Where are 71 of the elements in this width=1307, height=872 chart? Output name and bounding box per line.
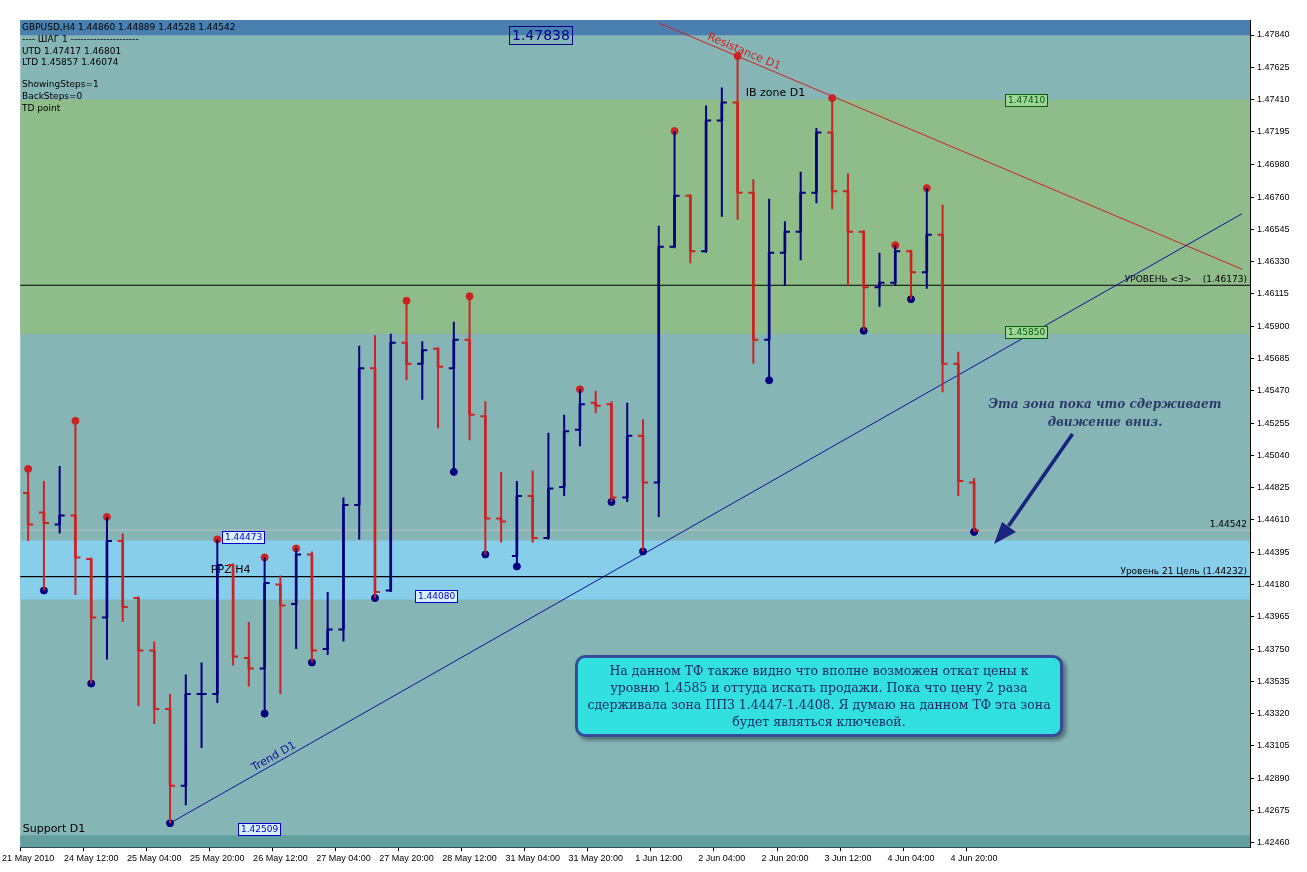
y-tick-label: 1.46760	[1257, 191, 1290, 202]
x-tick-label: 26 May 12:00	[253, 853, 308, 864]
y-tick-label: 1.43750	[1257, 643, 1290, 654]
annotation: LTD 1.45857 1.46074	[22, 57, 119, 68]
y-tick-label: 1.46115	[1257, 288, 1289, 299]
x-tick-label: 28 May 12:00	[442, 853, 497, 864]
y-tick-label: 1.44395	[1257, 546, 1290, 557]
y-tick-label: 1.43965	[1257, 611, 1290, 622]
y-tick-label: 1.47410	[1257, 94, 1290, 105]
x-tick-label: 2 Jun 20:00	[761, 853, 809, 864]
x-tick-label: 25 May 04:00	[126, 853, 182, 864]
chart-title: GBPUSD,H4 1.44860 1.44889 1.44528 1.44542	[22, 22, 236, 33]
x-tick-label: 31 May 04:00	[505, 853, 560, 864]
y-tick-label: 1.47195	[1257, 126, 1290, 137]
x-tick-label: 4 Jun 20:00	[950, 853, 998, 864]
y-tick-label: 1.46545	[1257, 223, 1290, 234]
x-tick-label: 25 May 20:00	[190, 853, 245, 864]
annotation: 1.45850	[1005, 326, 1049, 339]
y-tick-label: 1.42460	[1257, 837, 1290, 848]
x-tick-label: 31 May 20:00	[568, 853, 623, 864]
annotation: Эта зона пока что сдерживает движение вниз.	[987, 396, 1223, 431]
ref-line-label: Уровень 21 Цель (1.44232)	[1120, 565, 1247, 576]
point	[71, 416, 80, 425]
x-tick-label: 3 Jun 12:00	[824, 853, 872, 864]
y-tick-label: 1.45900	[1257, 320, 1290, 331]
annotation: На данном ТФ также видно что вполне возможен откат цены к уровню 1.4585 и оттуда искать продажи. Пока что цену 2 раза сдерживала зона ППЗ 1.4447-1.4408. Я думаю на данном ТФ эта зона будет являться ключевой.	[575, 655, 1063, 737]
annotation: ShowingSteps=1	[22, 79, 99, 90]
y-tick-label: 1.42890	[1257, 772, 1290, 783]
annotation: 1.47410	[1005, 94, 1049, 107]
y-tick-label: 1.46330	[1257, 256, 1290, 267]
y-tick-label: 1.43535	[1257, 675, 1290, 686]
x-tick-label: 4 Jun 04:00	[887, 853, 935, 864]
y-tick-label: 1.45470	[1257, 385, 1290, 396]
y-tick-label: 1.46980	[1257, 158, 1290, 169]
y-tick-label: 1.44180	[1257, 578, 1290, 589]
annotation: 1.47838	[509, 26, 573, 45]
x-tick-label: 1 Jun 12:00	[635, 853, 683, 864]
y-tick-label: 1.47840	[1257, 29, 1290, 40]
y-tick-label: 1.45040	[1257, 449, 1290, 460]
annotation: TD point	[22, 103, 61, 114]
annotation: 1.44080	[415, 590, 459, 603]
y-tick-label: 1.47625	[1257, 61, 1290, 72]
band-label: Support D1	[22, 821, 86, 835]
point	[24, 464, 33, 473]
annotation: ---- ШАГ 1 ---------------------	[22, 34, 139, 45]
point	[260, 709, 269, 718]
x-tick-label: 24 May 12:00	[63, 853, 119, 864]
ref-line-label: УРОВЕНЬ <3> (1.46173)	[1124, 274, 1247, 285]
y-tick-label: 1.43105	[1257, 740, 1290, 751]
point	[828, 94, 837, 103]
x-tick-label: 27 May 20:00	[379, 853, 434, 864]
y-tick-label: 1.45685	[1257, 353, 1290, 364]
annotation: UTD 1.47417 1.46801	[22, 46, 122, 57]
point	[465, 292, 474, 301]
ref-line-label: 1.44542	[1209, 518, 1247, 529]
point	[402, 296, 411, 305]
x-tick-label: 2 Jun 04:00	[698, 853, 746, 864]
y-tick-label: 1.45255	[1257, 417, 1290, 428]
x-tick-label: 21 May 2010	[2, 853, 55, 864]
x-tick-label: 27 May 04:00	[316, 853, 371, 864]
annotation: 1.42509	[238, 823, 282, 836]
annotation: 1.44473	[222, 531, 266, 544]
annotation: BackSteps=0	[22, 91, 83, 102]
point	[765, 376, 774, 385]
point	[449, 467, 458, 476]
point	[512, 562, 521, 571]
band-label: IB zone D1	[745, 85, 806, 99]
y-tick-label: 1.44825	[1257, 482, 1290, 493]
y-tick-label: 1.44610	[1257, 514, 1290, 525]
y-tick-label: 1.42675	[1257, 804, 1290, 815]
y-tick-label: 1.43320	[1257, 708, 1290, 719]
